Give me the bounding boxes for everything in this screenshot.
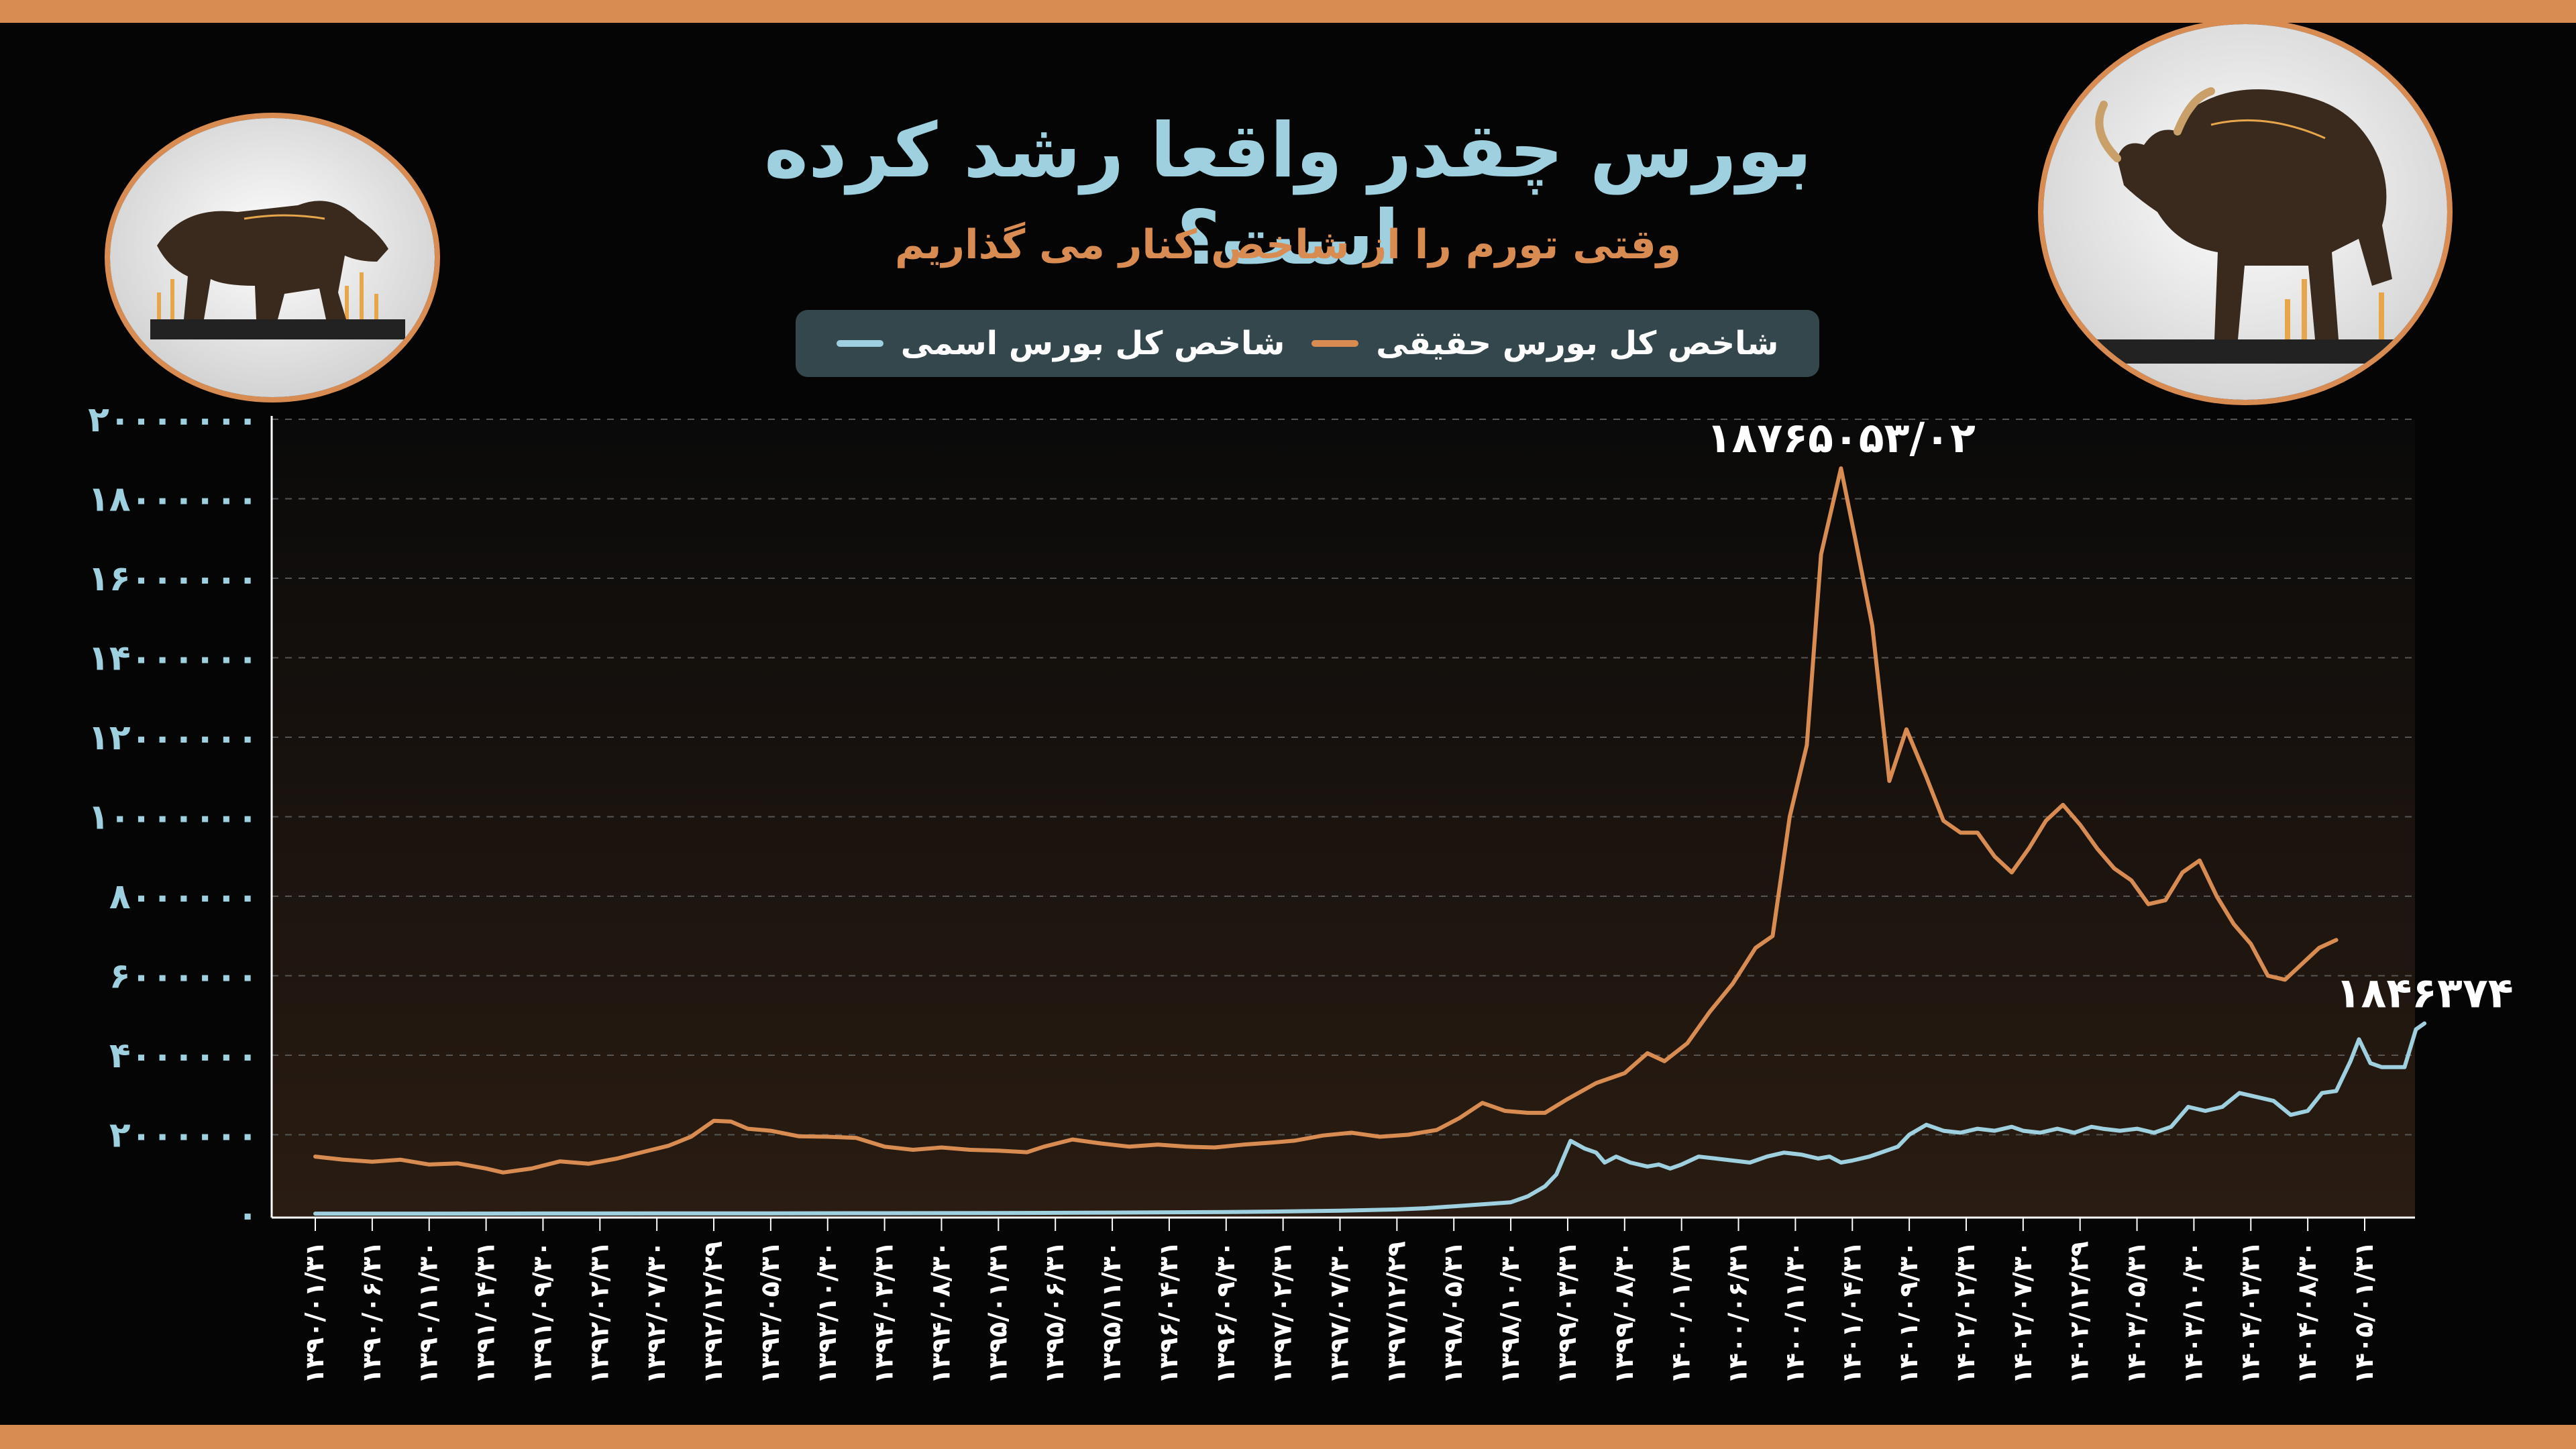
x-axis-ticks: ۱۳۹۰/۰۱/۳۱ ۱۳۹۰/۰۶/۳۱ ۱۳۹۰/۱۱/۳۰ ۱۳۹۱/۰۴/۳۱… <box>300 1218 2379 1384</box>
x-tick-label: ۱۳۹۷/۰۲/۳۱ <box>1268 1241 1297 1384</box>
x-tick-label: ۱۴۰۳/۰۵/۳۱ <box>2122 1241 2151 1384</box>
legend-item-real: شاخص کل بورس حقیقی <box>1311 325 1778 362</box>
legend-item-nominal: شاخص کل بورس اسمی <box>836 325 1285 362</box>
bull-figure <box>2043 24 2447 400</box>
y-tick-label: ۱۰۰۰۰۰۰۰ <box>88 798 258 838</box>
grid-lines <box>272 419 2415 1136</box>
y-tick-label: ۲۰۰۰۰۰۰ <box>109 1116 258 1156</box>
x-tick-label: ۱۳۹۳/۱۰/۳۰ <box>812 1241 842 1384</box>
x-tick-label: ۱۳۹۲/۱۲/۲۹ <box>698 1241 728 1384</box>
x-tick-label: ۱۳۹۵/۰۱/۳۱ <box>983 1241 1012 1384</box>
y-tick-label: ۶۰۰۰۰۰۰ <box>109 957 258 997</box>
x-tick-label: ۱۳۹۷/۱۲/۲۹ <box>1381 1241 1411 1384</box>
y-tick-label: ۱۶۰۰۰۰۰۰ <box>88 559 258 599</box>
x-tick-label: ۱۳۹۳/۰۵/۳۱ <box>755 1241 785 1384</box>
x-tick-label: ۱۴۰۴/۰۳/۳۱ <box>2235 1241 2265 1384</box>
bottom-accent-band <box>0 1425 2576 1449</box>
y-tick-label: ۴۰۰۰۰۰۰ <box>109 1036 258 1076</box>
chart-subtitle: وقتی تورم را از شاخص کنار می گذاریم <box>894 221 1682 268</box>
x-tick-label: ۱۳۹۹/۰۳/۳۱ <box>1552 1241 1582 1384</box>
x-tick-label: ۱۴۰۰/۱۱/۳۰ <box>1780 1241 1809 1384</box>
y-tick-label: ۱۲۰۰۰۰۰۰ <box>88 718 258 758</box>
x-tick-label: ۱۳۹۱/۰۹/۳۰ <box>527 1241 557 1384</box>
series-line-real <box>313 466 2339 1175</box>
legend-label-nominal: شاخص کل بورس اسمی <box>900 325 1285 362</box>
x-tick-label: ۱۳۹۷/۰۷/۳۰ <box>1325 1241 1354 1384</box>
x-tick-label: ۱۳۹۹/۰۸/۳۰ <box>1609 1241 1639 1384</box>
x-tick-label: ۱۳۹۶/۰۹/۳۰ <box>1211 1241 1240 1384</box>
legend-swatch-real <box>1311 340 1359 347</box>
x-tick-label: ۱۳۹۴/۰۳/۳۱ <box>869 1241 899 1384</box>
x-tick-label: ۱۴۰۰/۰۱/۳۱ <box>1666 1241 1696 1384</box>
peak-label-nominal: ۱۸۴۶۳۷۴ <box>2336 969 2514 1018</box>
x-tick-label: ۱۴۰۴/۰۸/۳۰ <box>2292 1241 2322 1384</box>
y-tick-label: ۱۸۰۰۰۰۰۰ <box>88 480 258 520</box>
legend: شاخص کل بورس اسمی شاخص کل بورس حقیقی <box>796 310 1819 377</box>
x-tick-label: ۱۳۹۰/۱۱/۳۰ <box>414 1241 443 1384</box>
legend-label-real: شاخص کل بورس حقیقی <box>1376 325 1779 362</box>
x-tick-label: ۱۴۰۲/۰۷/۳۰ <box>2008 1241 2037 1384</box>
x-tick-label: ۱۳۹۲/۰۷/۳۰ <box>641 1241 671 1384</box>
x-tick-label: ۱۳۹۰/۰۶/۳۱ <box>357 1241 386 1384</box>
y-tick-label: ۰ <box>237 1195 258 1235</box>
x-tick-label: ۱۴۰۱/۰۴/۳۱ <box>1837 1241 1866 1384</box>
x-tick-label: ۱۴۰۵/۰۱/۳۱ <box>2349 1241 2379 1384</box>
y-tick-label: ۱۴۰۰۰۰۰۰ <box>88 639 258 679</box>
x-tick-label: ۱۳۹۵/۰۶/۳۱ <box>1040 1241 1069 1384</box>
annotations: ۱۸۷۶۵۰۵۳/۰۲ ۱۸۴۶۳۷۴ <box>1707 413 2514 1017</box>
x-tick-label: ۱۳۹۵/۱۱/۳۰ <box>1097 1241 1126 1384</box>
axes <box>270 416 2415 1219</box>
x-tick-label: ۱۳۹۶/۰۴/۳۱ <box>1154 1241 1183 1384</box>
x-tick-label: ۱۳۹۴/۰۸/۳۰ <box>926 1241 955 1384</box>
bear-icon <box>105 113 440 402</box>
x-tick-label: ۱۳۹۲/۰۲/۳۱ <box>584 1241 614 1384</box>
x-tick-label: ۱۴۰۳/۱۰/۳۰ <box>2178 1241 2208 1384</box>
x-tick-label: ۱۳۹۸/۱۰/۳۰ <box>1495 1241 1525 1384</box>
legend-swatch-nominal <box>836 340 883 347</box>
x-tick-label: ۱۳۹۱/۰۴/۳۱ <box>471 1241 500 1384</box>
x-tick-label: ۱۳۹۰/۰۱/۳۱ <box>300 1241 329 1384</box>
bull-icon <box>2038 19 2453 405</box>
series-line-nominal <box>313 1021 2427 1216</box>
bear-figure <box>110 118 435 397</box>
y-tick-label: ۸۰۰۰۰۰۰ <box>109 877 258 917</box>
chart-title: بورس چقدر واقعا رشد کرده است؟ <box>763 107 1813 282</box>
x-tick-label: ۱۴۰۱/۰۹/۳۰ <box>1894 1241 1923 1384</box>
x-tick-label: ۱۴۰۰/۰۶/۳۱ <box>1723 1241 1753 1384</box>
y-tick-label: ۲۰۰۰۰۰۰۰ <box>88 400 258 440</box>
y-axis-ticks: ۲۰۰۰۰۰۰۰۱۸۰۰۰۰۰۰۱۶۰۰۰۰۰۰۱۴۰۰۰۰۰۰۱۲۰۰۰۰۰۰… <box>88 400 258 1235</box>
x-tick-label: ۱۴۰۲/۱۲/۲۹ <box>2065 1241 2094 1384</box>
series-lines <box>313 466 2427 1216</box>
x-tick-label: ۱۴۰۲/۰۲/۳۱ <box>1951 1241 1980 1384</box>
top-accent-band <box>0 0 2576 23</box>
plot-area <box>272 419 2415 1218</box>
x-tick-label: ۱۳۹۸/۰۵/۳۱ <box>1438 1241 1468 1384</box>
peak-label-real: ۱۸۷۶۵۰۵۳/۰۲ <box>1707 413 1976 462</box>
